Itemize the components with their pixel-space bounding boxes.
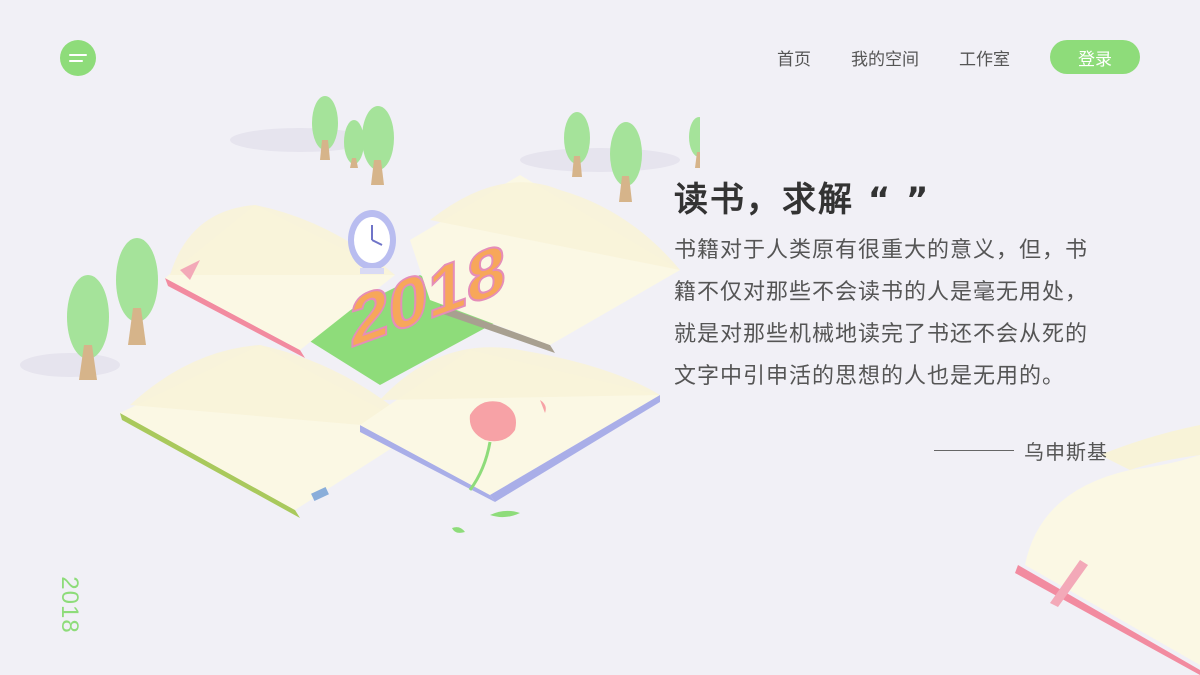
quote-line: 籍不仅对那些不会读书的人是毫无用处， [674,280,1089,305]
book-bottom-left [120,345,420,518]
clock-icon [348,210,396,274]
tree-group-top-left [312,96,394,185]
rose-icon [452,400,546,533]
side-year-text: 2018 [56,576,83,634]
quote-line: 就是对那些机械地读完了书还不会从死的 [674,322,1089,347]
menu-icon [69,54,87,56]
tree-group-left [67,238,158,380]
login-button[interactable]: 登录 [1050,40,1140,74]
menu-button[interactable] [60,40,96,76]
tree-group-top-right [564,112,700,202]
corner-book-illustration [1015,425,1200,675]
nav-item-home[interactable]: 首页 [777,49,811,70]
nav-item-my-space[interactable]: 我的空间 [851,49,919,70]
books-illustration: 2018 [20,96,700,533]
nav-item-studio[interactable]: 工作室 [959,49,1010,70]
side-year: 2018 [54,575,84,635]
top-nav: 首页 我的空间 工作室 登录 [777,40,1140,74]
quote-block: 读书，求解 “ ” 书籍对于人类原有很重大的意义，但，书 籍不仅对那些不会读书的… [674,176,1124,398]
quote-line: 书籍对于人类原有很重大的意义，但，书 [674,238,1089,263]
quote-line: 文字中引申活的思想的人也是无用的。 [674,364,1066,389]
author-name: 乌申斯基 [1024,440,1108,464]
book-top-right [410,175,680,353]
quote-author: 乌申斯基 [934,436,1120,465]
quote-heading: 读书，求解 “ ” [674,180,931,220]
book-top-left [165,205,395,358]
author-divider [934,450,1014,451]
quote-body: 书籍对于人类原有很重大的意义，但，书 籍不仅对那些不会读书的人是毫无用处， 就是… [674,230,1124,398]
